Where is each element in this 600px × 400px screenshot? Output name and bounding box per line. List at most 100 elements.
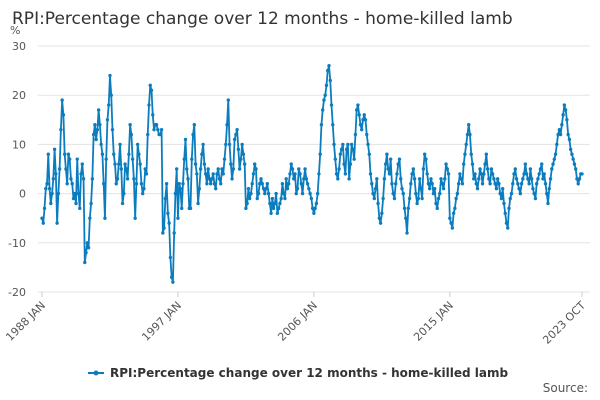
point bbox=[260, 182, 264, 186]
point bbox=[509, 191, 514, 196]
point bbox=[337, 167, 341, 171]
point bbox=[439, 177, 443, 181]
point bbox=[494, 186, 499, 191]
point bbox=[142, 186, 146, 191]
point bbox=[225, 123, 229, 127]
point bbox=[112, 152, 116, 156]
point bbox=[576, 182, 580, 186]
point bbox=[455, 191, 460, 196]
point bbox=[536, 177, 540, 181]
point bbox=[107, 103, 111, 107]
point bbox=[394, 182, 398, 186]
point bbox=[263, 191, 267, 196]
point bbox=[580, 172, 584, 176]
point bbox=[178, 186, 183, 191]
point bbox=[500, 186, 505, 191]
point bbox=[538, 167, 543, 171]
point bbox=[70, 182, 74, 186]
point bbox=[453, 206, 457, 211]
point bbox=[295, 186, 300, 191]
point bbox=[110, 127, 115, 132]
point bbox=[211, 172, 215, 176]
point bbox=[386, 167, 390, 171]
point bbox=[395, 172, 399, 176]
point bbox=[347, 177, 351, 181]
point bbox=[410, 172, 414, 176]
point bbox=[534, 182, 539, 186]
point bbox=[146, 132, 150, 137]
point bbox=[122, 191, 126, 196]
point bbox=[264, 186, 268, 191]
point bbox=[229, 162, 233, 166]
point bbox=[372, 196, 377, 201]
point bbox=[342, 162, 346, 166]
point bbox=[382, 177, 387, 181]
point bbox=[274, 191, 278, 196]
point bbox=[421, 167, 426, 171]
point bbox=[249, 191, 253, 196]
point bbox=[207, 177, 212, 181]
point bbox=[290, 167, 295, 171]
point bbox=[514, 177, 519, 181]
point bbox=[305, 182, 310, 186]
point bbox=[487, 177, 491, 181]
point bbox=[356, 103, 360, 107]
point bbox=[52, 147, 57, 152]
point bbox=[577, 177, 582, 181]
point bbox=[284, 177, 288, 181]
point bbox=[433, 186, 437, 191]
point bbox=[517, 186, 521, 191]
point bbox=[255, 196, 259, 201]
point bbox=[83, 260, 87, 265]
point bbox=[397, 157, 402, 161]
point bbox=[78, 206, 82, 211]
point bbox=[89, 201, 93, 206]
point bbox=[357, 113, 361, 117]
point bbox=[383, 162, 388, 166]
point bbox=[149, 88, 154, 92]
point bbox=[504, 221, 509, 225]
point bbox=[226, 98, 230, 102]
point bbox=[227, 142, 232, 147]
y-tick-label: 30 bbox=[12, 40, 26, 53]
point bbox=[327, 63, 331, 68]
point bbox=[399, 177, 403, 181]
point bbox=[528, 167, 533, 171]
point bbox=[449, 221, 453, 225]
point bbox=[370, 182, 374, 186]
point bbox=[367, 152, 371, 156]
point bbox=[425, 172, 429, 176]
point bbox=[492, 177, 496, 181]
point bbox=[41, 221, 45, 225]
point bbox=[353, 132, 358, 137]
point bbox=[55, 221, 59, 225]
point bbox=[139, 182, 144, 186]
point bbox=[542, 172, 546, 176]
point bbox=[331, 123, 335, 127]
point bbox=[197, 186, 202, 191]
point bbox=[420, 196, 424, 201]
point bbox=[485, 167, 490, 171]
point bbox=[158, 132, 163, 137]
point bbox=[266, 191, 271, 196]
point bbox=[363, 118, 368, 122]
point bbox=[50, 191, 54, 196]
point bbox=[300, 191, 305, 196]
point bbox=[128, 123, 132, 127]
point bbox=[513, 167, 517, 171]
point bbox=[86, 246, 91, 250]
point bbox=[343, 172, 348, 176]
point bbox=[224, 142, 228, 147]
point bbox=[84, 250, 88, 255]
point bbox=[467, 123, 471, 127]
point bbox=[388, 157, 393, 161]
point bbox=[200, 152, 204, 156]
point bbox=[361, 118, 365, 122]
point bbox=[100, 152, 105, 156]
point bbox=[216, 167, 220, 171]
point bbox=[406, 206, 410, 211]
point bbox=[387, 172, 392, 176]
point bbox=[134, 182, 139, 186]
point bbox=[427, 186, 432, 191]
point bbox=[85, 241, 90, 245]
